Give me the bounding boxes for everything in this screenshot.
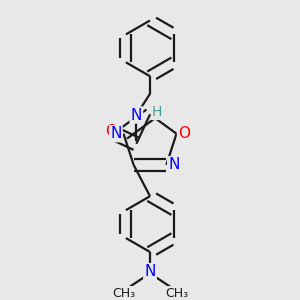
Text: O: O	[105, 124, 117, 139]
Text: O: O	[178, 126, 190, 141]
Text: N: N	[144, 264, 156, 279]
Text: N: N	[110, 126, 122, 141]
Text: H: H	[152, 105, 162, 119]
Text: CH₃: CH₃	[165, 287, 188, 300]
Text: N: N	[168, 157, 180, 172]
Text: N: N	[131, 107, 142, 122]
Text: CH₃: CH₃	[112, 287, 135, 300]
